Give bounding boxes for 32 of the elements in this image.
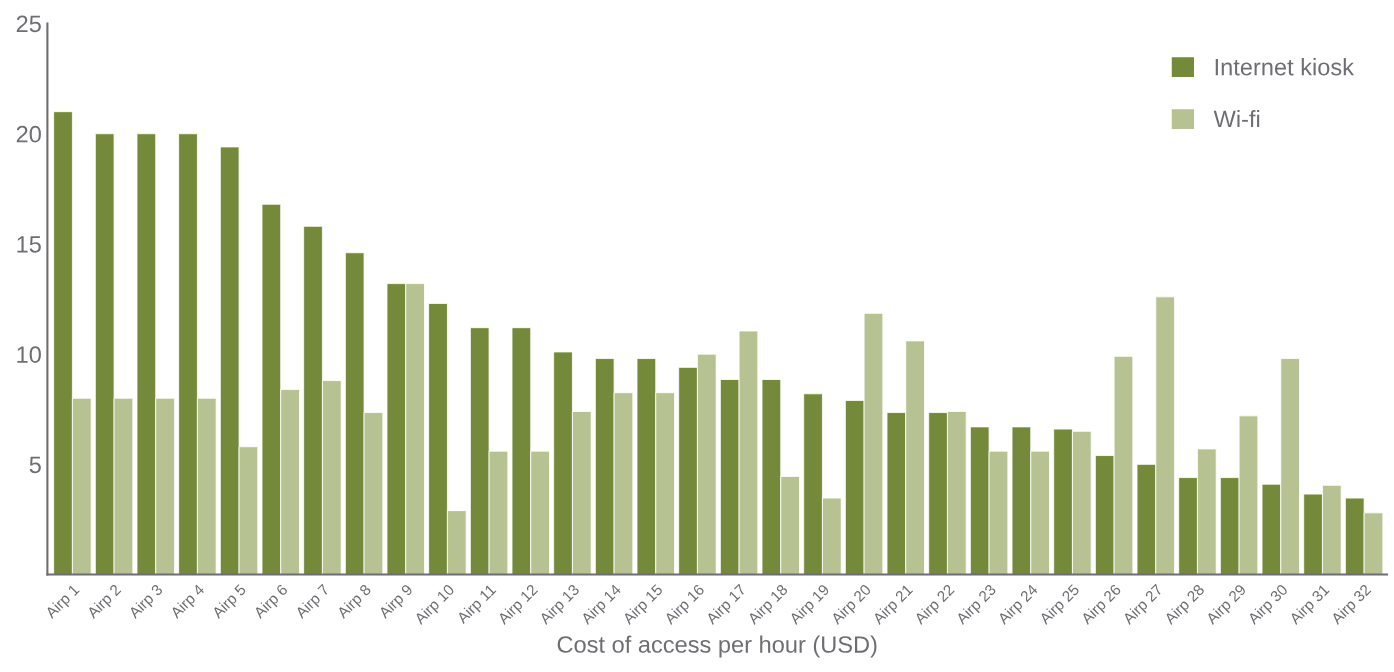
y-tick-label: 15 [17,236,41,253]
x-tick-label: Airp 3 [127,583,166,622]
x-tick-label: Airp 11 [455,583,499,627]
x-tick-label: Airp 7 [294,583,332,622]
x-tick-label: Airp 6 [252,583,291,622]
x-tick-label: Airp 10 [413,583,458,628]
y-tick-label: 25 [16,15,41,33]
x-tick-label: Airp 15 [621,583,666,628]
y-tick-label: 10 [17,346,41,363]
x-tick-label: Airp 9 [377,583,416,622]
x-tick-label: Airp 22 [913,583,957,628]
x-tick-label: Airp 20 [829,583,874,628]
x-tick-label: Airp 31 [1288,583,1332,628]
x-tick-label: Airp 5 [210,583,249,622]
legend-label: Wi-fi [1213,110,1260,128]
x-tick-label: Airp 23 [954,583,999,628]
x-tick-label: Airp 18 [746,583,791,628]
legend-label: Internet kiosk [1215,58,1355,76]
x-tick-label: Airp 1 [44,583,82,622]
x-tick-label: Airp 19 [788,583,832,628]
x-tick-label: Airp 27 [1121,583,1166,628]
x-tick-label: Airp 24 [996,583,1041,628]
x-tick-label: Airp 8 [335,583,374,622]
x-tick-label: Airp 32 [1329,583,1374,628]
x-tick-label: Airp 12 [496,583,541,628]
x-tick-label: Airp 2 [85,583,124,622]
y-tick-label: 20 [16,125,41,143]
x-tick-label: Airp 4 [169,583,208,622]
y-tick-label: 5 [29,456,41,474]
x-axis-title: Cost of access per hour (USD) [557,635,877,658]
x-tick-label: Airp 21 [871,583,916,628]
x-tick-label: Airp 30 [1246,583,1291,628]
